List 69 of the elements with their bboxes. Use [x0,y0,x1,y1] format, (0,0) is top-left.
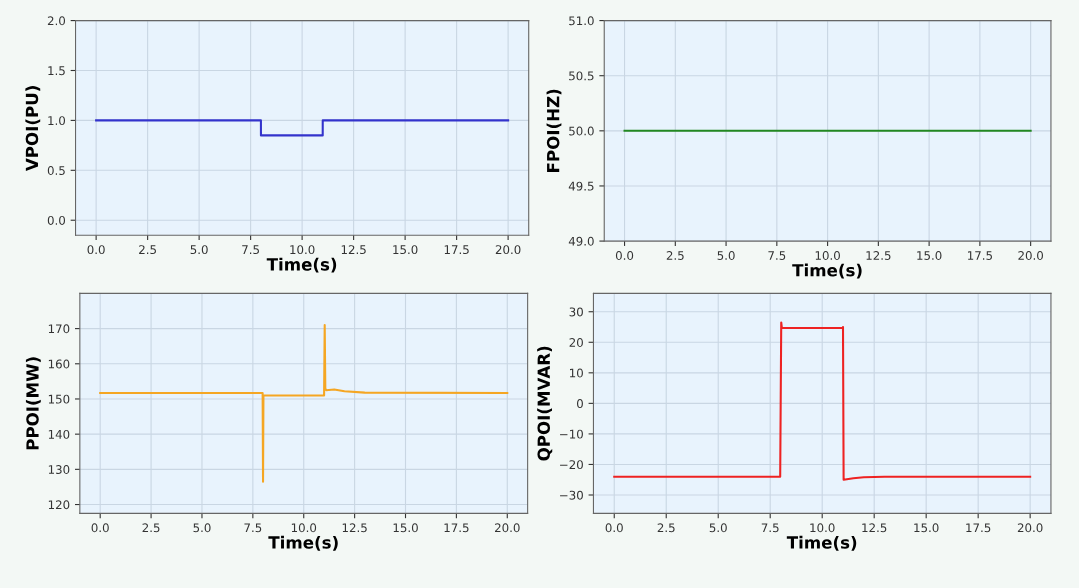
y-tick-label: 50.0 [569,126,594,136]
x-tick-label: 17.5 [968,251,992,260]
x-tick-label: 0.0 [87,245,105,255]
x-tick-label: 10.0 [291,523,317,533]
y-tick-label: 130 [48,465,70,474]
y-tick-label: 49.5 [568,181,594,191]
x-axis-title: Time(s) [268,535,338,551]
x-axis-title: Time(s) [792,263,862,279]
x-tick-label: 0.0 [605,523,623,533]
x-tick-label: 20.0 [495,523,520,533]
x-tick-label: 15.0 [917,251,942,260]
y-tick-label: 150 [48,394,70,404]
y-tick-label: −10 [560,429,583,439]
x-tick-label: 2.5 [139,245,156,255]
y-tick-label: 170 [48,324,70,334]
x-tick-label: 2.5 [666,251,684,260]
x-tick-label: 20.0 [1018,251,1043,260]
x-tick-label: 7.5 [244,523,262,533]
x-tick-label: 10.0 [290,245,315,255]
x-tick-label: 20.0 [495,245,521,255]
x-tick-label: 5.0 [193,523,211,533]
y-tick-label: 49.0 [568,236,594,246]
x-tick-label: 7.5 [242,245,259,255]
x-tick-label: 2.5 [142,523,160,533]
y-tick-label: 1.0 [48,116,66,126]
y-tick-label: 120 [48,500,70,510]
x-tick-label: 20.0 [1017,523,1043,533]
x-tick-label: 10.0 [810,523,835,533]
y-tick-label: −30 [560,490,583,500]
y-tick-label: 0.5 [47,166,65,175]
y-axis-title: QPOI(MVAR) [537,346,553,461]
x-tick-label: 7.5 [768,251,786,260]
y-axis-title: PPOI(MW) [25,357,41,450]
x-tick-label: 5.0 [717,251,735,260]
x-tick-label: 5.0 [190,245,208,255]
x-tick-label: 17.5 [966,523,991,533]
y-tick-label: 10 [570,368,583,378]
x-tick-label: 15.0 [393,245,418,255]
y-tick-label: 51.0 [569,16,594,26]
x-tick-label: 10.0 [815,251,840,260]
y-axis-title: VPOI(PU) [25,86,41,172]
x-tick-label: 17.5 [444,523,469,533]
y-axis-title: FPOI(HZ) [546,89,562,172]
x-tick-label: 7.5 [761,523,779,533]
x-tick-label: 12.5 [862,523,887,533]
y-tick-label: 20 [569,338,583,347]
x-axis-title: Time(s) [266,257,337,273]
y-tick-label: 30 [569,307,583,317]
y-tick-label: 160 [48,359,70,369]
line-series [99,324,509,483]
y-tick-label: −20 [560,460,583,470]
x-tick-label: 15.0 [914,523,939,533]
x-tick-label: 5.0 [709,523,727,533]
line-series [613,321,1032,481]
x-tick-label: 17.5 [444,245,469,255]
y-tick-label: 0.0 [47,215,66,225]
x-tick-label: 0.0 [615,251,634,260]
x-tick-label: 0.0 [91,523,109,533]
y-tick-label: 2.0 [47,16,66,26]
x-tick-label: 15.0 [393,523,418,533]
x-tick-label: 2.5 [657,523,675,533]
x-axis-title: Time(s) [786,535,857,551]
x-tick-label: 12.5 [866,251,891,260]
x-tick-label: 12.5 [342,523,367,533]
y-tick-label: 0 [576,399,583,409]
y-tick-label: 50.5 [569,71,594,81]
x-tick-label: 12.5 [341,245,366,255]
y-tick-label: 1.5 [48,66,65,76]
y-tick-label: 140 [48,429,70,439]
